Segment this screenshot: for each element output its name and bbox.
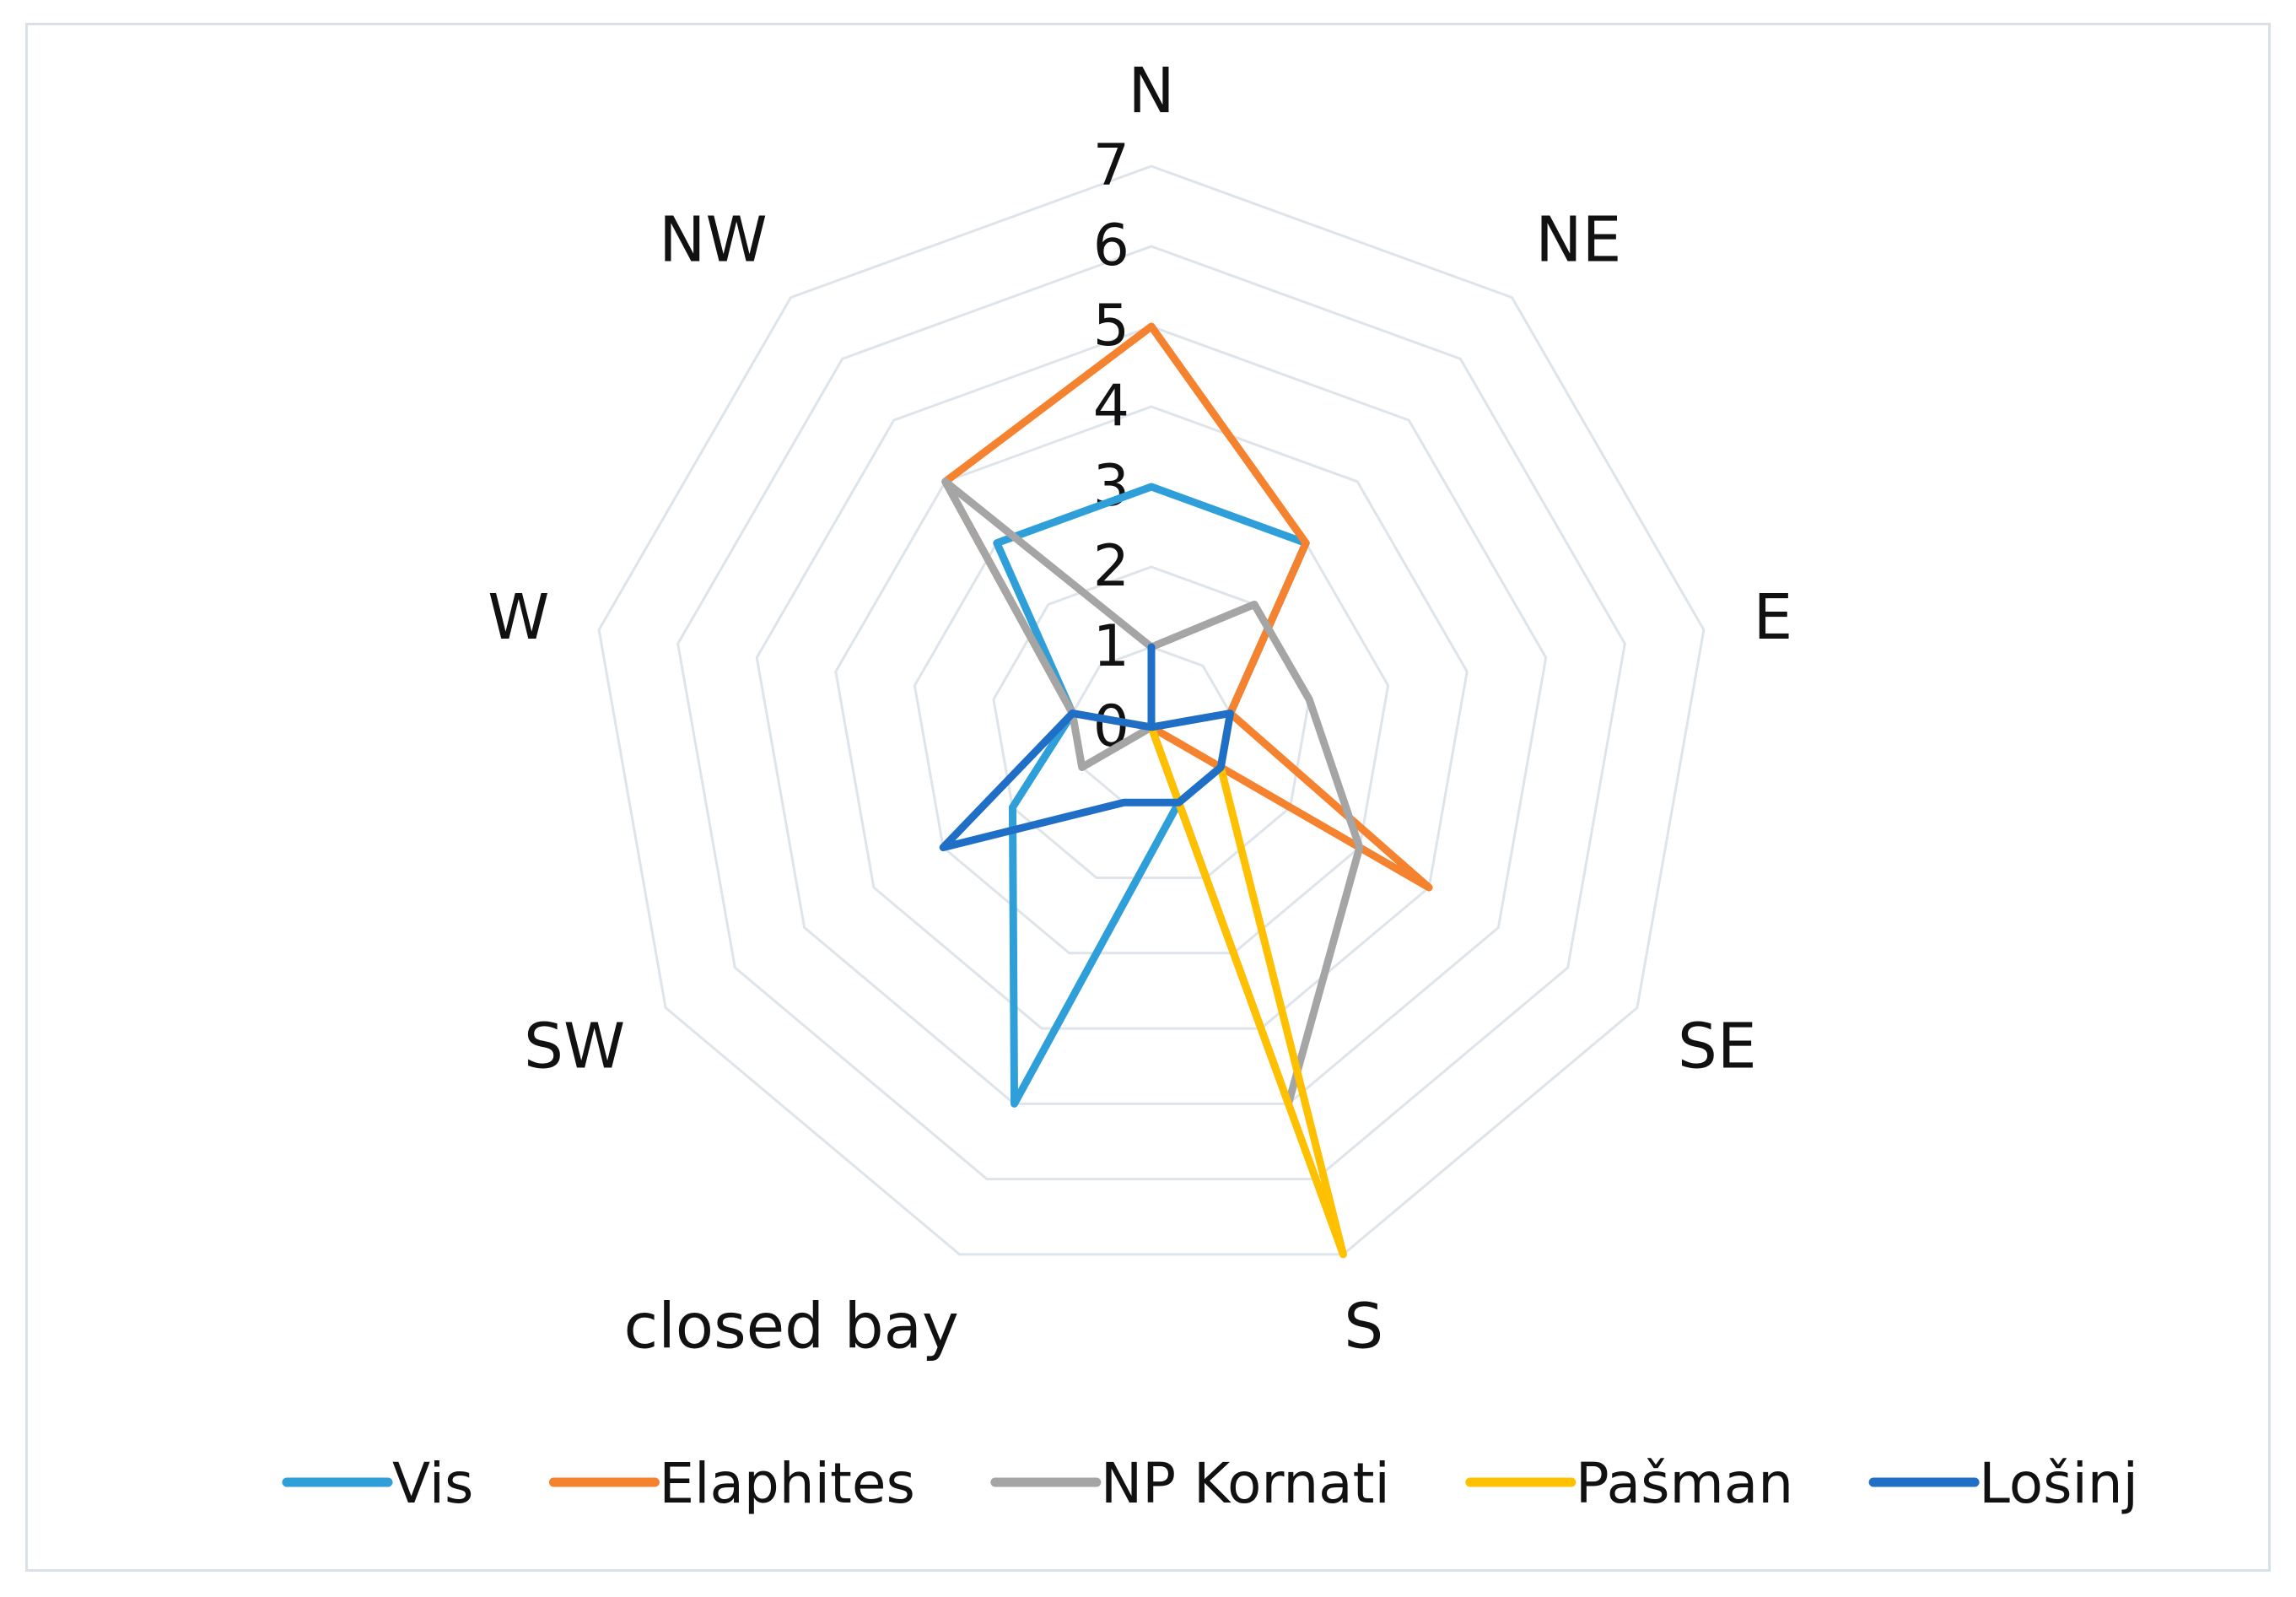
- category-label: SW: [524, 1011, 625, 1083]
- series-line: [939, 643, 1235, 851]
- grid-ring: [597, 165, 1706, 1256]
- grid-ring: [834, 405, 1469, 1030]
- legend-label: Pašman: [1576, 1451, 1793, 1516]
- series-lines: [939, 322, 1433, 1259]
- grid-ring: [676, 245, 1626, 1181]
- category-label: N: [1128, 55, 1174, 127]
- category-label: NW: [659, 204, 768, 277]
- legend: Vis Elaphites NP Kornati Pašman Lošinj: [282, 1451, 2138, 1516]
- radial-tick-label: 4: [1093, 373, 1129, 440]
- radial-tick-label: 6: [1093, 213, 1129, 279]
- legend-item: Pašman: [1465, 1451, 1793, 1516]
- category-label: S: [1344, 1290, 1383, 1362]
- category-label: E: [1754, 581, 1793, 654]
- series-line: [993, 483, 1310, 1108]
- chart-frame: [25, 23, 2271, 1572]
- legend-label: Elaphites: [659, 1451, 914, 1516]
- radial-tick-label: 7: [1093, 132, 1129, 199]
- radial-tick-label: 2: [1093, 533, 1129, 600]
- category-label: SE: [1678, 1011, 1757, 1083]
- legend-item: Vis: [282, 1451, 473, 1516]
- legend-label: Vis: [392, 1451, 473, 1516]
- legend-label: Lošinj: [1979, 1451, 2138, 1516]
- category-label: W: [488, 581, 549, 654]
- category-label: NE: [1535, 204, 1621, 277]
- legend-label: NP Kornati: [1101, 1451, 1390, 1516]
- legend-item: Lošinj: [1868, 1451, 2138, 1516]
- category-label: closed bay: [624, 1290, 959, 1362]
- legend-item: NP Kornati: [990, 1451, 1390, 1516]
- grid-ring: [755, 325, 1548, 1105]
- legend-item: Elaphites: [548, 1451, 915, 1516]
- grid-ring: [913, 485, 1390, 955]
